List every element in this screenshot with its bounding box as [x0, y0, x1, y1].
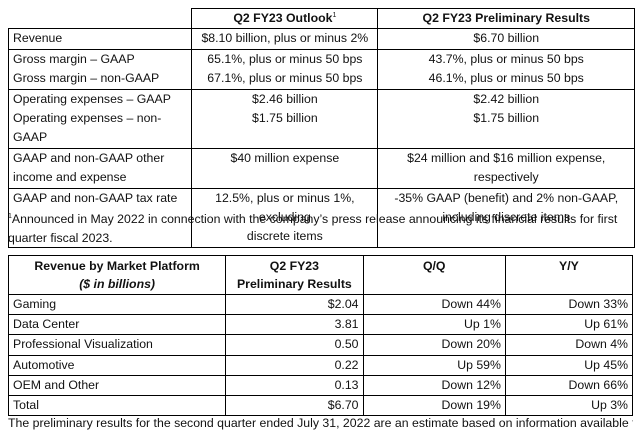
- table-row: Automotive 0.22 Up 59% Up 45%: [7, 354, 634, 376]
- table-row: OEM and Other 0.13 Down 12% Down 66%: [7, 374, 634, 397]
- row-label: GAAP and non-GAAP other income and expen…: [7, 147, 193, 189]
- preliminary-value-line: 43.7%, plus or minus 50 bps: [428, 51, 584, 66]
- yy-change: Down 4%: [504, 334, 634, 356]
- yy-change: Up 45%: [504, 354, 634, 376]
- row-label-line: GAAP and non-GAAP other: [13, 150, 165, 165]
- outlook-value: 65.1%, plus or minus 50 bps 67.1%, plus …: [191, 48, 379, 90]
- qq-change: Down 19%: [362, 395, 506, 417]
- row-label-line: Gross margin – non-GAAP: [13, 71, 160, 86]
- yy-change: Down 33%: [504, 293, 634, 316]
- preliminary-value: $6.70: [225, 395, 364, 417]
- preliminary-value: 0.50: [225, 334, 364, 356]
- preliminary-value: $6.70 billion: [377, 28, 635, 50]
- table-row: GAAP and non-GAAP other income and expen…: [7, 147, 635, 189]
- preliminary-value-line: $2.42 billion: [473, 91, 540, 106]
- row-label-line: Gross margin – GAAP: [13, 51, 135, 66]
- qq-change: Down 20%: [362, 334, 506, 356]
- outlook-value: 12.5%, plus or minus 1%, excluding discr…: [191, 187, 379, 248]
- row-label-line: Operating expenses – GAAP: [13, 91, 171, 106]
- outlook-value-line: $2.46 billion: [252, 91, 318, 106]
- row-label: Operating expenses – GAAP Operating expe…: [7, 88, 193, 149]
- preliminary-value-line: $24 million and $16 million expense,: [407, 150, 606, 165]
- qq-change: Up 1%: [362, 314, 506, 336]
- header-line: Revenue by Market Platform: [34, 259, 200, 273]
- table-row: GAAP and non-GAAP tax rate 12.5%, plus o…: [7, 187, 635, 248]
- row-label: GAAP and non-GAAP tax rate: [7, 187, 193, 248]
- outlook-value-line: 67.1%, plus or minus 50 bps: [207, 71, 363, 86]
- preliminary-value-line: 46.1%, plus or minus 50 bps: [428, 71, 584, 86]
- table-row: Gross margin – GAAP Gross margin – non-G…: [7, 48, 635, 90]
- qq-change: Up 59%: [362, 354, 506, 376]
- outlook-value: $2.46 billion $1.75 billion: [191, 88, 379, 149]
- outlook-value-line: 65.1%, plus or minus 50 bps: [207, 51, 363, 66]
- outlook-table-header: Q2 FY23 Outlook1 Q2 FY23 Preliminary Res…: [8, 7, 635, 30]
- outlook-table: Q2 FY23 Outlook1 Q2 FY23 Preliminary Res…: [7, 7, 635, 248]
- header-yy: Y/Y: [504, 255, 634, 295]
- qq-change: Down 12%: [362, 374, 506, 397]
- outlook-value-line: $1.75 billion: [252, 111, 318, 126]
- header-blank-cell: [8, 8, 193, 30]
- table-row: Data Center 3.81 Up 1% Up 61%: [7, 314, 634, 336]
- platform-table-header: Revenue by Market Platform ($ in billion…: [7, 255, 634, 295]
- body-paragraph-cut: The preliminary results for the second q…: [8, 416, 633, 430]
- yy-change: Up 61%: [504, 314, 634, 336]
- footnote-text: Announced in May 2022 in connection with…: [8, 212, 618, 245]
- header-line: Preliminary Results: [236, 277, 352, 291]
- header-outlook: Q2 FY23 Outlook1: [191, 7, 379, 30]
- table-row: Revenue $8.10 billion, plus or minus 2% …: [7, 28, 635, 50]
- table-row: Professional Visualization 0.50 Down 20%…: [7, 334, 634, 356]
- platform-name: Professional Visualization: [7, 334, 227, 356]
- preliminary-value: $2.04: [225, 293, 364, 316]
- platform-name: OEM and Other: [7, 374, 227, 397]
- preliminary-value: $2.42 billion $1.75 billion: [377, 88, 635, 149]
- table-row: Gaming $2.04 Down 44% Down 33%: [7, 293, 634, 316]
- preliminary-value: $24 million and $16 million expense, res…: [377, 147, 635, 189]
- platform-revenue-table: Revenue by Market Platform ($ in billion…: [7, 255, 634, 417]
- header-line-units: ($ in billions): [79, 277, 156, 291]
- table-row: Operating expenses – GAAP Operating expe…: [7, 88, 635, 149]
- header-line: Q2 FY23: [269, 259, 319, 273]
- header-preliminary: Q2 FY23 Preliminary Results: [377, 7, 635, 30]
- preliminary-value: -35% GAAP (benefit) and 2% non-GAAP, inc…: [377, 187, 635, 248]
- outlook-value: $8.10 billion, plus or minus 2%: [191, 28, 379, 50]
- platform-name: Automotive: [7, 354, 227, 376]
- footnote-mark: 1: [8, 212, 12, 220]
- row-label: Revenue: [7, 28, 193, 50]
- footnote: 1Announced in May 2022 in connection wit…: [8, 210, 633, 248]
- header-q2-preliminary: Q2 FY23 Preliminary Results: [225, 255, 364, 295]
- preliminary-value: 0.22: [225, 354, 364, 376]
- preliminary-value: 43.7%, plus or minus 50 bps 46.1%, plus …: [377, 48, 635, 90]
- table-row-total: Total $6.70 Down 19% Up 3%: [7, 395, 634, 417]
- preliminary-value-line: -35% GAAP (benefit) and 2% non-GAAP,: [394, 190, 619, 205]
- row-label-line: income and expense: [13, 170, 127, 185]
- outlook-value-line: 12.5%, plus or minus 1%, excluding: [215, 190, 355, 225]
- yy-change: Up 3%: [504, 395, 634, 417]
- preliminary-value: 0.13: [225, 374, 364, 397]
- footnote-mark: 1: [332, 11, 337, 19]
- preliminary-value-line: respectively: [473, 170, 539, 185]
- outlook-value-line: discrete items: [246, 229, 323, 244]
- header-qq: Q/Q: [362, 255, 506, 295]
- qq-change: Down 44%: [362, 293, 506, 316]
- platform-name: Data Center: [7, 314, 227, 336]
- preliminary-value-line: including discrete items: [442, 210, 571, 225]
- row-label-line: Operating expenses – non-GAAP: [13, 111, 162, 145]
- preliminary-value: 3.81: [225, 314, 364, 336]
- outlook-value: $40 million expense: [191, 147, 379, 189]
- row-label: Gross margin – GAAP Gross margin – non-G…: [7, 48, 193, 90]
- yy-change: Down 66%: [504, 374, 634, 397]
- platform-name: Total: [7, 395, 227, 417]
- header-market-platform: Revenue by Market Platform ($ in billion…: [7, 255, 227, 295]
- preliminary-value-line: $1.75 billion: [473, 111, 540, 126]
- platform-name: Gaming: [7, 293, 227, 316]
